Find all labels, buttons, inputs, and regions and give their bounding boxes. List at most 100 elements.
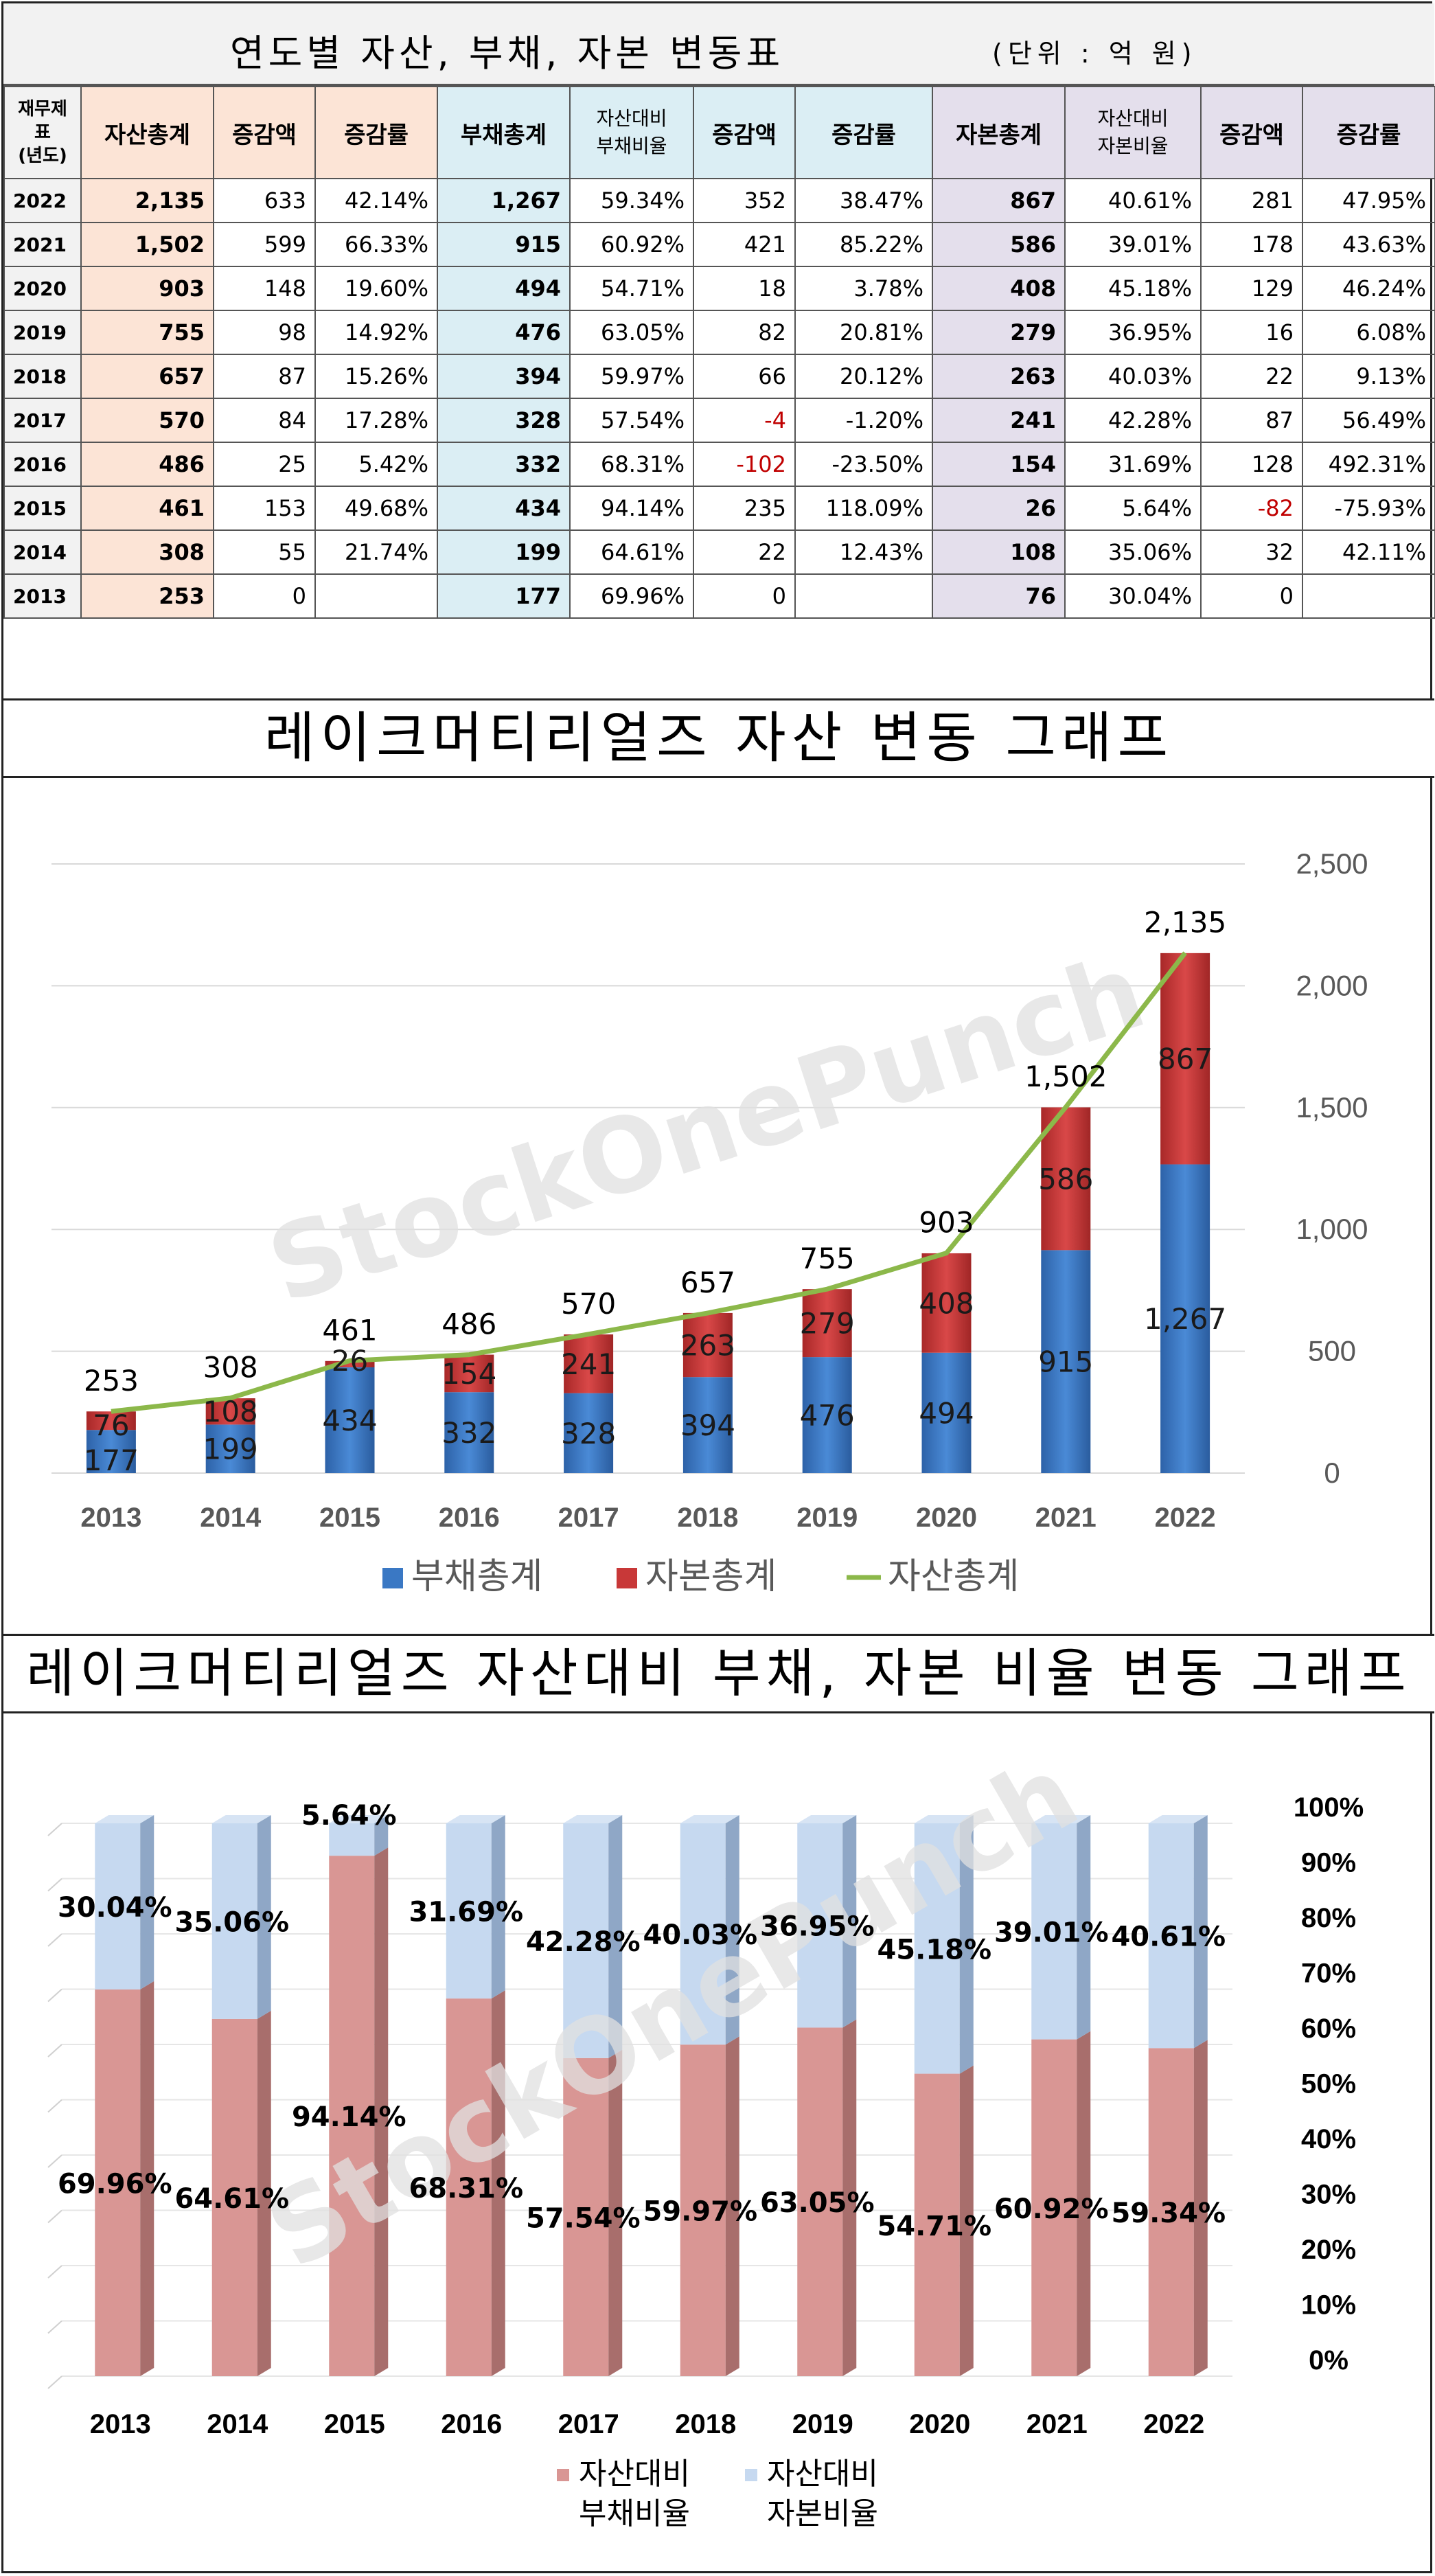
equity-ratio-cell: 45.18% xyxy=(1064,266,1202,311)
year-header-line: (년도) xyxy=(18,146,67,166)
year-header-line: 표 xyxy=(34,122,51,143)
liab-cell: 494 xyxy=(437,266,571,311)
grid-depth-line xyxy=(47,2099,62,2113)
liab-value-label: 1,267 xyxy=(1144,1302,1226,1336)
equity-rate-cell xyxy=(1302,573,1435,619)
liab-cell: 332 xyxy=(437,442,571,487)
y-tick-label: 1,500 xyxy=(1296,1091,1368,1124)
liab-ratio-cell: 57.54% xyxy=(569,398,694,443)
equity-ratio-bar-side xyxy=(725,1815,739,2045)
liab-value-label: 476 xyxy=(800,1399,855,1433)
assets-cell: 486 xyxy=(80,442,214,487)
year-cell: 2014 xyxy=(3,529,82,575)
assets-value-label: 308 xyxy=(203,1351,258,1384)
liab-ratio-label: 59.97% xyxy=(643,2196,757,2228)
assets-value-label: 657 xyxy=(680,1266,735,1299)
liab-ratio-label: 54.71% xyxy=(877,2211,991,2242)
liab-ratio-bar xyxy=(329,1856,375,2376)
liab-rate-cell: 85.22% xyxy=(794,222,933,267)
equity-cell: 154 xyxy=(932,442,1066,487)
y-tick-label: 70% xyxy=(1301,1959,1356,1989)
liab-value-label: 915 xyxy=(1038,1345,1093,1379)
table-row: 2022 2,135 633 42.14% 1,267 59.34% 352 38.47% 86… xyxy=(3,178,1435,223)
equity-ratio-bar-side xyxy=(1193,1815,1208,2049)
liab-ratio-bar-side xyxy=(1077,2031,1091,2376)
liab-ratio-label: 59.34% xyxy=(1111,2198,1226,2229)
x-tick-label: 2022 xyxy=(1155,1503,1216,1533)
equity-ratio-label: 5.64% xyxy=(301,1800,397,1832)
x-tick-label: 2019 xyxy=(792,2409,853,2439)
table-row: 2014 308 55 21.74% 199 64.61% 22 12.43% 108 35.06… xyxy=(3,529,1435,575)
y-tick-label: 30% xyxy=(1301,2180,1356,2210)
equity-ratio-bar-top xyxy=(1148,1815,1208,1823)
equity-change-cell: 178 xyxy=(1200,222,1303,267)
liab-cell: 328 xyxy=(437,398,571,443)
liab-ratio-cell: 64.61% xyxy=(569,529,694,575)
equity-bar xyxy=(325,1360,375,1368)
assets-change-cell: 0 xyxy=(213,573,316,619)
liab-ratio-header-line: 자산대비 xyxy=(596,107,667,130)
equity-ratio-bar xyxy=(95,1823,141,1990)
equity-change-cell: 0 xyxy=(1200,573,1303,619)
y-tick-label: 40% xyxy=(1301,2124,1356,2154)
liab-ratio-bar xyxy=(563,2058,609,2376)
equity-ratio-bar-side xyxy=(140,1815,154,1990)
liab-rate-cell: -23.50% xyxy=(794,442,933,487)
assets-rate-cell: 19.60% xyxy=(314,266,438,311)
liab-ratio-cell: 94.14% xyxy=(569,486,694,531)
liab-rate-cell: 12.43% xyxy=(794,529,933,575)
liab-bar xyxy=(564,1393,614,1473)
equity-rate-header: 증감률 xyxy=(1302,86,1435,179)
assets-change-cell: 153 xyxy=(213,486,316,531)
table-row: 2016 486 25 5.42% 332 68.31% -102 -23.50% 154 31.… xyxy=(3,442,1435,487)
equity-rate-cell: 42.11% xyxy=(1302,529,1435,575)
assets-rate-cell: 21.74% xyxy=(314,529,438,575)
grid-depth-line xyxy=(47,2209,62,2224)
year-cell: 2022 xyxy=(3,178,82,223)
liab-bar xyxy=(444,1392,494,1473)
assets-value-label: 2,135 xyxy=(1144,906,1226,939)
x-tick-label: 2019 xyxy=(796,1503,858,1533)
assets-value-label: 903 xyxy=(919,1206,974,1240)
legend-assets-label: 자산총계 xyxy=(888,1556,1019,1597)
equity-total-header: 자본총계 xyxy=(932,86,1066,179)
equity-change-cell: 129 xyxy=(1200,266,1303,311)
legend-liab-swatch xyxy=(557,2469,569,2481)
grid-depth-line xyxy=(47,2154,62,2168)
equity-ratio-bar-top xyxy=(797,1815,857,1823)
equity-bar xyxy=(1041,1107,1091,1251)
table-row: 2020 903 148 19.60% 494 54.71% 18 3.78% 408 45.18… xyxy=(3,266,1435,311)
year-header-line: 재무제 xyxy=(18,99,67,119)
equity-ratio-bar xyxy=(329,1823,375,1856)
equity-value-label: 76 xyxy=(93,1409,129,1442)
y-tick-label: 0 xyxy=(1324,1457,1340,1489)
year-cell: 2020 xyxy=(3,266,82,311)
x-tick-label: 2017 xyxy=(558,1503,619,1533)
financial-table: 재무제 표 (년도) 자산총계 증감액 증감률 부채총계 자산대비 부채비율 증… xyxy=(3,86,1435,619)
equity-bar xyxy=(682,1312,733,1378)
liab-ratio-label: 94.14% xyxy=(292,2101,406,2133)
x-tick-label: 2021 xyxy=(1035,1503,1097,1533)
equity-bar xyxy=(802,1289,852,1358)
equity-ratio-bar xyxy=(914,1823,960,2074)
equity-change-cell: 281 xyxy=(1200,178,1303,223)
y-tick-label: 2,000 xyxy=(1296,969,1368,1001)
equity-cell: 26 xyxy=(932,486,1066,531)
liab-ratio-bar-side xyxy=(140,1981,154,2376)
assets-rate-cell: 17.28% xyxy=(314,398,438,443)
liab-change-cell: -4 xyxy=(693,398,796,443)
x-tick-label: 2015 xyxy=(324,2409,385,2439)
x-tick-label: 2018 xyxy=(675,2409,736,2439)
year-cell: 2013 xyxy=(3,573,82,619)
x-tick-label: 2017 xyxy=(558,2409,619,2439)
assets-rate-cell: 49.68% xyxy=(314,486,438,531)
table-row: 2017 570 84 17.28% 328 57.54% -4 -1.20% 241 42.28… xyxy=(3,398,1435,443)
table-row: 2019 755 98 14.92% 476 63.05% 82 20.81% 279 36.95… xyxy=(3,310,1435,355)
liab-ratio-cell: 63.05% xyxy=(569,310,694,355)
equity-cell: 586 xyxy=(932,222,1066,267)
equity-ratio-bar-side xyxy=(374,1815,389,1856)
grid-depth-line xyxy=(47,1988,62,2003)
equity-ratio-cell: 36.95% xyxy=(1064,310,1202,355)
equity-ratio-bar-side xyxy=(959,1815,974,2074)
equity-ratio-bar xyxy=(797,1823,843,2028)
